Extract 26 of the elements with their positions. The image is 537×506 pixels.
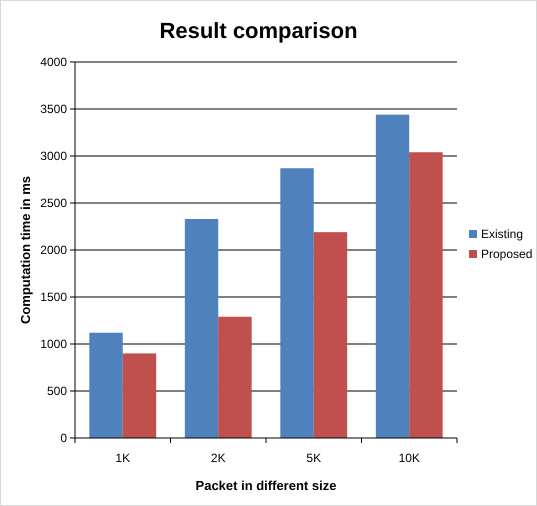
chart-title: Result comparison: [159, 18, 358, 43]
bar: [184, 218, 218, 438]
bar: [122, 353, 156, 438]
y-tick-label: 2500: [40, 196, 68, 210]
bar: [89, 332, 123, 438]
bar: [280, 168, 314, 438]
legend-label: Existing: [481, 227, 524, 242]
legend-label: Proposed: [481, 247, 532, 262]
bar: [409, 152, 443, 438]
bar: [314, 232, 348, 438]
x-tick-label: 2K: [210, 451, 226, 465]
y-tick-label: 1000: [40, 337, 68, 352]
y-tick-label: 2000: [40, 243, 68, 258]
bar: [218, 316, 252, 438]
x-axis-title: Packet in different size: [196, 478, 336, 493]
y-tick-label: 3500: [40, 102, 68, 116]
y-tick-label: 0: [60, 431, 68, 446]
y-axis-title: Computation time in ms: [18, 176, 33, 324]
bar: [376, 114, 410, 438]
y-tick-label: 4000: [40, 55, 68, 70]
y-tick-label: 1500: [40, 290, 68, 304]
y-tick-label: 3000: [40, 149, 68, 164]
x-tick-label: 5K: [306, 451, 322, 465]
x-tick-label: 1K: [115, 451, 130, 465]
x-tick-label: 10K: [398, 451, 420, 465]
y-tick-label: 500: [46, 384, 68, 398]
